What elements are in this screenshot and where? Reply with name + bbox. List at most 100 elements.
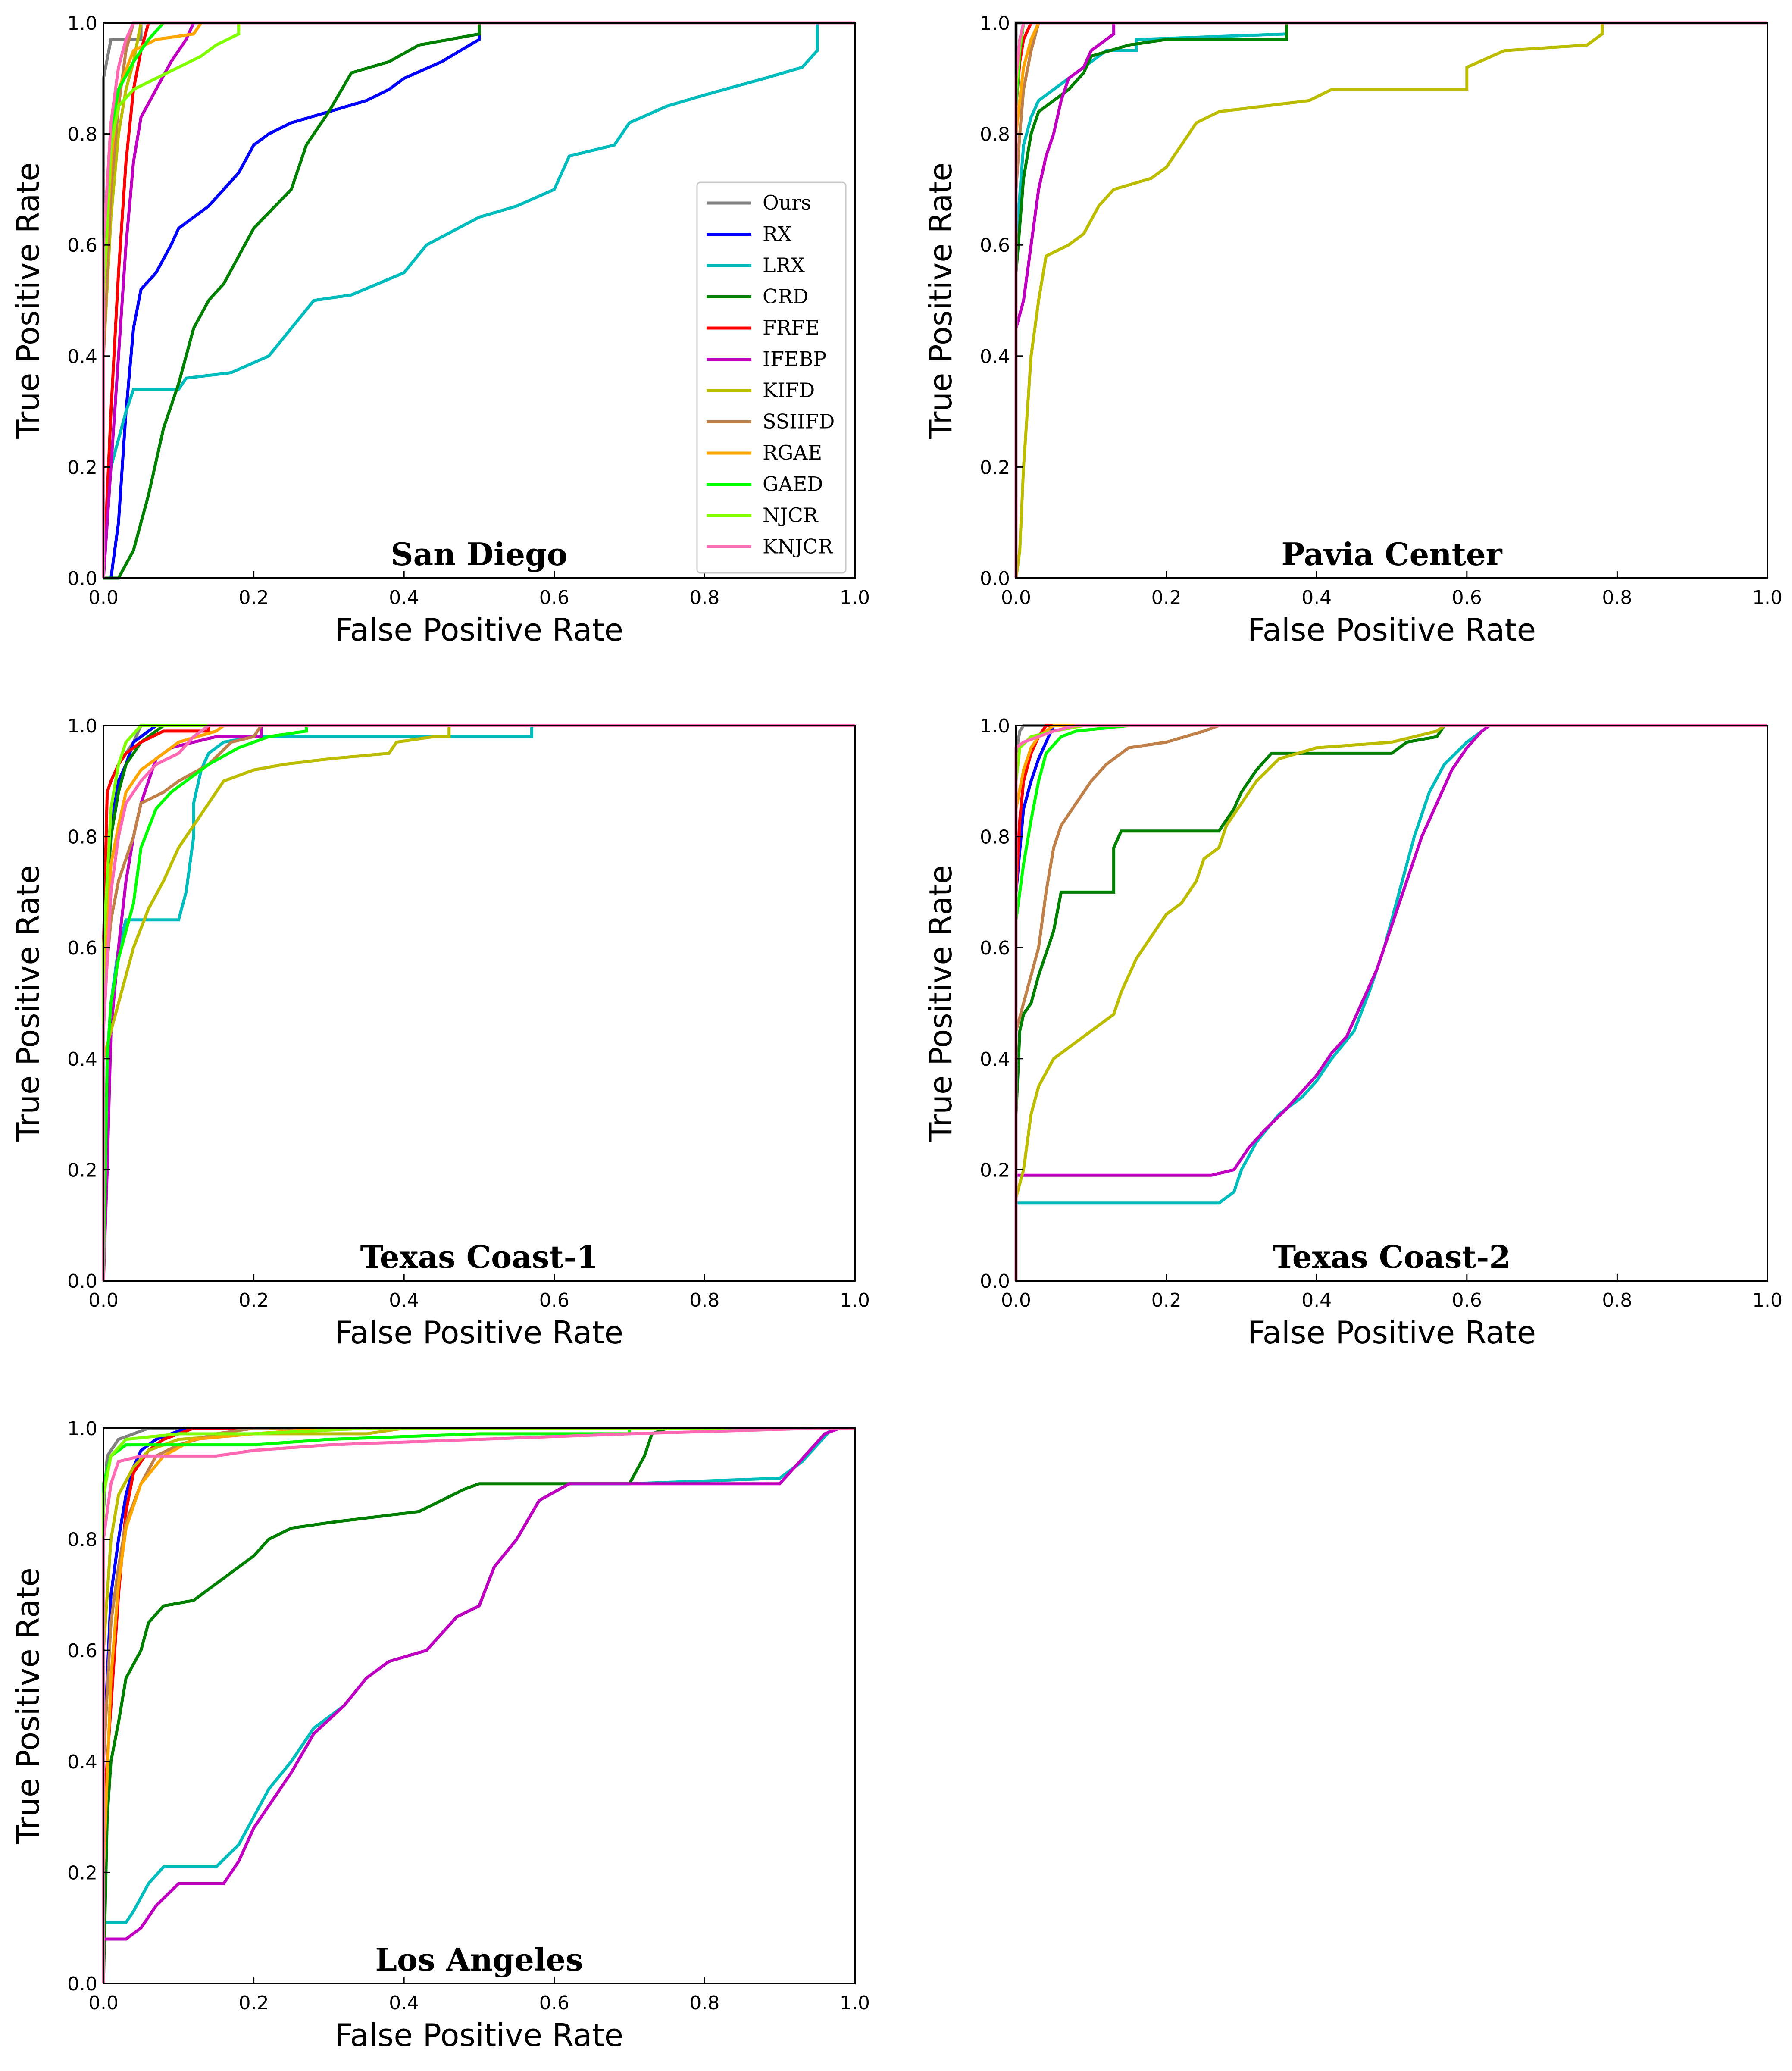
los-angeles-xtick-label: 0.4 xyxy=(389,1992,419,2014)
pavia-center-xtick-label: 0.0 xyxy=(1001,587,1031,609)
texas-coast-2-curve-knjcr xyxy=(1014,724,1767,1281)
texas-coast-1-curve-ours xyxy=(102,724,855,1281)
pavia-center-curve-gaed xyxy=(1014,21,1767,578)
san-diego-legend-label-kifd: KIFD xyxy=(763,379,815,402)
los-angeles-xtick-label: 0.2 xyxy=(239,1992,269,2014)
san-diego-legend-label-crd: CRD xyxy=(763,285,809,308)
los-angeles-xtick-label: 0.6 xyxy=(539,1992,569,2014)
pavia-center-xtick-label: 0.8 xyxy=(1602,587,1632,609)
san-diego-xtick-label: 1.0 xyxy=(840,587,870,609)
san-diego-legend-label-lrx: LRX xyxy=(763,253,805,277)
texas-coast-1-xtick-label: 0.2 xyxy=(239,1289,269,1311)
texas-coast-2-xtick-label: 0.8 xyxy=(1602,1289,1632,1311)
san-diego-curve-lrx xyxy=(102,21,855,579)
texas-coast-2-curve-crd xyxy=(1014,724,1767,1281)
pavia-center-ytick-label: 0.0 xyxy=(980,568,1010,590)
pavia-center-curves xyxy=(1014,21,1767,579)
texas-coast-2-curve-njcr xyxy=(1014,724,1767,1281)
los-angeles-curve-frfe xyxy=(102,1427,855,1983)
pavia-center-xtick-label: 1.0 xyxy=(1752,587,1783,609)
texas-coast-2-xtick-label: 0.2 xyxy=(1151,1289,1182,1311)
texas-coast-1-x-axis-label: False Positive Rate xyxy=(335,1314,623,1351)
san-diego-panel: 0.0 0.2 0.4 0.6 0.8 1.0 0.0 0.2 0.4 0.6 0.8 1.0 Fals… xyxy=(10,13,870,648)
san-diego-ytick-label: 1.0 xyxy=(67,13,97,34)
texas-coast-1-curve-ifebp xyxy=(102,724,855,1281)
san-diego-ytick-label: 0.8 xyxy=(67,124,97,146)
texas-coast-2-curve-ssiifd xyxy=(1014,724,1767,1281)
los-angeles-ytick-label: 0.6 xyxy=(67,1640,97,1662)
los-angeles-curve-rgae xyxy=(102,1427,855,1983)
los-angeles-plot-frame xyxy=(103,1427,856,1984)
texas-coast-1-curve-crd xyxy=(102,724,855,1281)
san-diego-legend-label-ifebp: IFEBP xyxy=(763,347,826,371)
pavia-center-xtick-label: 0.2 xyxy=(1151,587,1182,609)
texas-coast-1-ytick-label: 1.0 xyxy=(67,715,97,737)
texas-coast-2-ytick-label: 0.4 xyxy=(980,1048,1010,1070)
pavia-center-xtick-label: 0.4 xyxy=(1301,587,1332,609)
los-angeles-panel-title: Los Angeles xyxy=(375,1941,583,1978)
san-diego-legend-label-gaed: GAED xyxy=(763,472,823,496)
san-diego-legend-label-knjcr: KNJCR xyxy=(763,535,833,558)
texas-coast-1-ytick-label: 0.4 xyxy=(67,1048,97,1070)
los-angeles-curve-ifebp xyxy=(102,1427,855,1983)
texas-coast-1-ytick-label: 0.8 xyxy=(67,826,97,848)
texas-coast-2-xtick-label: 0.4 xyxy=(1301,1289,1332,1311)
san-diego-legend-label-frfe: FRFE xyxy=(763,316,819,339)
san-diego-legend-label-rgae: RGAE xyxy=(763,441,822,464)
texas-coast-2-ytick-label: 1.0 xyxy=(980,715,1010,737)
texas-coast-2-plot-frame xyxy=(1015,725,1768,1282)
san-diego-curve-njcr xyxy=(102,21,855,578)
los-angeles-xtick-label: 0.0 xyxy=(88,1992,119,2014)
san-diego-curve-crd xyxy=(103,21,855,580)
los-angeles-xtick-label: 0.8 xyxy=(689,1992,719,2014)
pavia-center-xtick-label: 0.6 xyxy=(1452,587,1482,609)
san-diego-xtick-label: 0.4 xyxy=(389,587,419,609)
los-angeles-ytick-label: 1.0 xyxy=(67,1418,97,1440)
san-diego-ytick-label: 0.0 xyxy=(67,568,97,590)
texas-coast-2-curve-rx xyxy=(1014,724,1767,1281)
los-angeles-ytick-label: 0.4 xyxy=(67,1751,97,1773)
los-angeles-y-axis-label: True Positive Rate xyxy=(10,1567,46,1844)
los-angeles-panel: 0.0 0.2 0.4 0.6 0.8 1.0 0.0 0.2 0.4 0.6 0.8 1.0 Fals… xyxy=(10,1418,870,2053)
texas-coast-2-y-axis-label: True Positive Rate xyxy=(923,865,959,1142)
san-diego-legend-label-ours: Ours xyxy=(763,191,811,214)
texas-coast-2-xtick-label: 1.0 xyxy=(1752,1289,1783,1311)
san-diego-legend: Ours RX LRX CRD FRFE IFEBP KIFD SSIIFD RGAE GAED N… xyxy=(696,181,847,574)
texas-coast-1-panel-title: Texas Coast-1 xyxy=(360,1239,598,1275)
texas-coast-1-curves xyxy=(102,724,855,1281)
los-angeles-curve-lrx xyxy=(102,1427,855,1983)
texas-coast-2-ytick-label: 0.6 xyxy=(980,937,1010,959)
texas-coast-2-xtick-label: 0.0 xyxy=(1001,1289,1031,1311)
texas-coast-1-curve-frfe xyxy=(102,724,855,1281)
san-diego-ytick-label: 0.4 xyxy=(67,346,97,368)
texas-coast-1-curve-ssiifd xyxy=(102,724,855,1281)
los-angeles-curves xyxy=(102,1427,855,1984)
texas-coast-2-curve-frfe xyxy=(1014,724,1767,1281)
pavia-center-curve-lrx xyxy=(1014,21,1767,578)
texas-coast-2-ytick-label: 0.0 xyxy=(980,1270,1010,1292)
texas-coast-2-curve-gaed xyxy=(1014,724,1767,1281)
pavia-center-panel: 0.0 0.2 0.4 0.6 0.8 1.0 0.0 0.2 0.4 0.6 0.8 1.0 Fals… xyxy=(923,13,1783,648)
texas-coast-1-ytick-label: 0.2 xyxy=(67,1159,97,1181)
san-diego-x-axis-label: False Positive Rate xyxy=(335,612,623,648)
texas-coast-1-xtick-label: 0.4 xyxy=(389,1289,419,1311)
pavia-center-ytick-label: 1.0 xyxy=(980,13,1010,34)
san-diego-legend-label-rx: RX xyxy=(763,222,792,246)
pavia-center-curve-njcr xyxy=(1014,21,1767,578)
san-diego-xtick-label: 0.8 xyxy=(689,587,719,609)
pavia-center-curve-ours xyxy=(1014,21,1767,578)
los-angeles-curve-rx xyxy=(102,1427,855,1983)
texas-coast-2-xtick-label: 0.6 xyxy=(1452,1289,1482,1311)
pavia-center-ytick-label: 0.6 xyxy=(980,235,1010,257)
texas-coast-1-xtick-label: 0.6 xyxy=(539,1289,569,1311)
pavia-center-curve-ssiifd xyxy=(1014,21,1767,578)
los-angeles-xtick-label: 1.0 xyxy=(840,1992,870,2014)
texas-coast-2-ytick-label: 0.8 xyxy=(980,826,1010,848)
los-angeles-curve-ssiifd xyxy=(102,1427,855,1983)
pavia-center-curve-rx xyxy=(1014,21,1767,578)
los-angeles-curve-crd xyxy=(102,1427,855,1984)
pavia-center-curve-ifebp xyxy=(1014,21,1767,578)
pavia-center-curve-kifd xyxy=(1014,21,1767,579)
san-diego-ytick-label: 0.2 xyxy=(67,457,97,479)
